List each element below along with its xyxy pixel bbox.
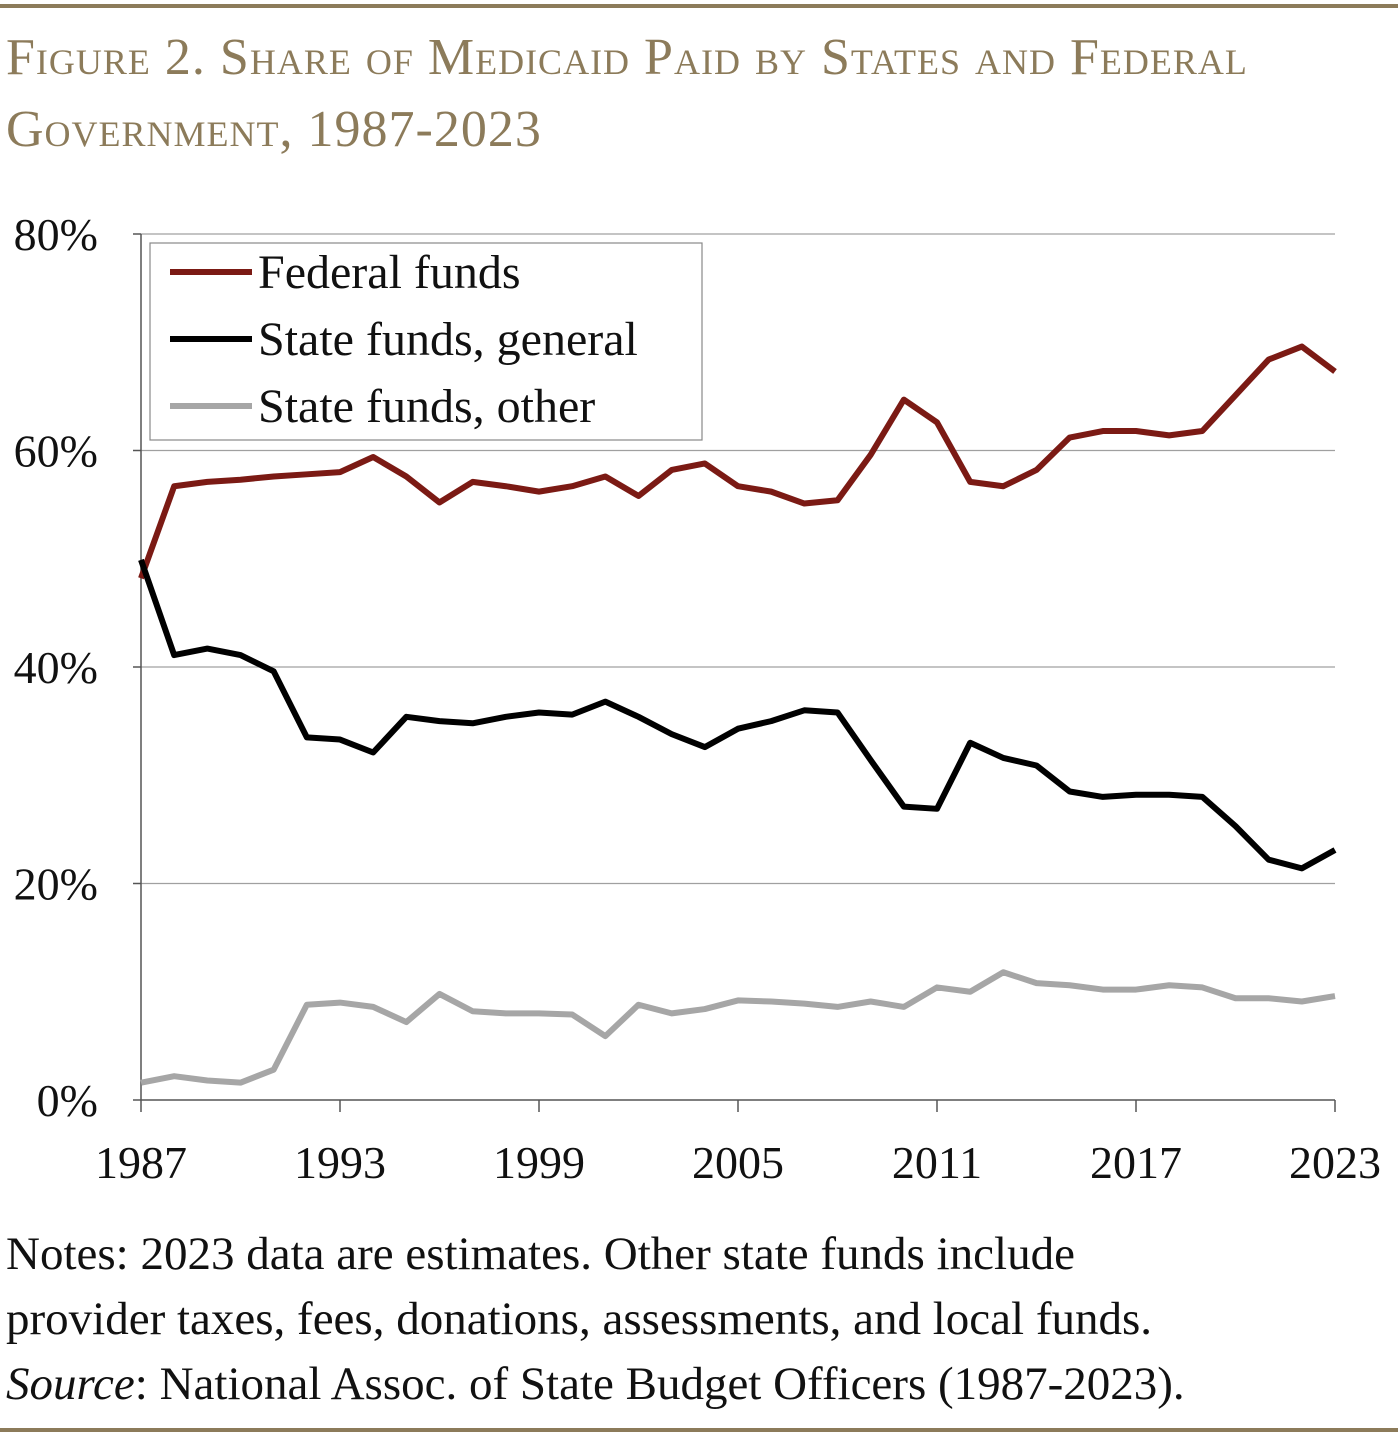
x-tick-label: 1987 [95, 1137, 187, 1188]
top-rule [0, 4, 1398, 8]
source-label: Source [6, 1358, 135, 1410]
bottom-rule [0, 1428, 1398, 1432]
x-tick-label: 2017 [1090, 1137, 1182, 1188]
legend-label: State funds, general [258, 313, 638, 366]
chart-title: Figure 2. Share of Medicaid Paid by Stat… [6, 29, 1248, 158]
source-text: : National Assoc. of State Budget Office… [134, 1358, 1185, 1410]
series-line-state-funds-general [138, 558, 1337, 872]
x-tick-label: 2023 [1289, 1137, 1381, 1188]
y-tick-label: 40% [14, 642, 98, 693]
notes-line-2: provider taxes, fees, donations, assessm… [6, 1293, 1153, 1345]
y-tick-label: 0% [37, 1075, 98, 1126]
series-lines [138, 343, 1337, 1086]
y-tick-label: 20% [14, 859, 98, 910]
legend-label: Federal funds [258, 246, 521, 299]
legend: Federal funds State funds, general State f… [149, 242, 703, 441]
series-line-state-funds-other [140, 969, 1336, 1086]
notes-line-1: Notes: 2023 data are estimates. Other st… [6, 1228, 1075, 1280]
axes: 0% 20% 40% 60% 80% 1987 1993 1999 2005 2011 2017 20… [14, 209, 1381, 1188]
source-line: Source: National Assoc. of State Budget … [6, 1352, 1398, 1417]
legend-label: State funds, other [258, 380, 595, 433]
gridlines [141, 233, 1335, 885]
x-tick-label: 2011 [892, 1137, 982, 1188]
x-tick-label: 2005 [692, 1137, 784, 1188]
x-tick-label: 1993 [294, 1137, 386, 1188]
x-tick-label: 1999 [493, 1137, 585, 1188]
chart-notes: Notes: 2023 data are estimates. Other st… [6, 1222, 1398, 1417]
y-tick-label: 60% [14, 426, 98, 477]
series-line-federal-funds [138, 343, 1337, 580]
y-tick-label: 80% [14, 209, 98, 260]
